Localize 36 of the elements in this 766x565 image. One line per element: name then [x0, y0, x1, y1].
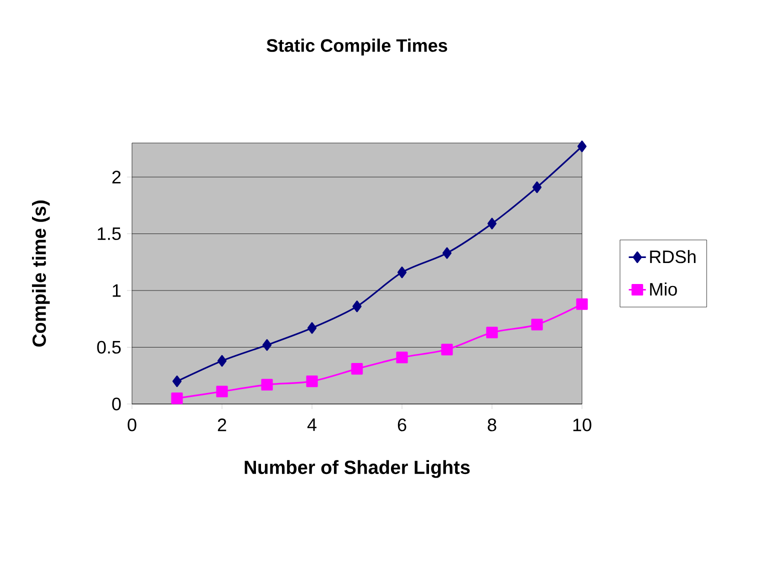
- point: [352, 300, 362, 312]
- point: [262, 339, 272, 351]
- point: [172, 375, 182, 388]
- legend-label: RDSh: [650, 250, 696, 264]
- point: [261, 378, 273, 390]
- point: [217, 355, 227, 367]
- y-tick-label: 2: [112, 170, 121, 184]
- point: [171, 392, 183, 404]
- point: [306, 375, 318, 388]
- point: [486, 326, 498, 338]
- x-tick-label: 4: [307, 418, 316, 431]
- x-tick-label: 2: [218, 418, 226, 432]
- y-tick-label: 0.5: [97, 340, 121, 354]
- legend-label: Mio: [650, 282, 677, 296]
- point: [216, 386, 228, 398]
- y-axis-title: Compile time (s): [32, 200, 50, 347]
- point: [487, 218, 497, 230]
- point: [307, 322, 317, 334]
- point: [397, 266, 407, 278]
- y-tick-label: 0: [112, 398, 121, 410]
- x-tick-label: 10: [573, 418, 592, 432]
- point: [442, 247, 452, 259]
- x-axis-title: Number of Shader Lights: [244, 460, 470, 478]
- chart-title: Static Compile Times: [266, 38, 448, 56]
- point: [576, 298, 588, 310]
- y-tick-label: 1.5: [98, 227, 121, 240]
- point: [441, 344, 453, 356]
- y-tick-label: 1: [112, 284, 121, 297]
- x-tick-label: 0: [128, 418, 136, 432]
- x-tick-label: 8: [488, 418, 496, 432]
- point: [396, 352, 408, 364]
- point: [531, 318, 543, 330]
- x-tick-label: 6: [398, 418, 406, 432]
- point: [351, 363, 363, 375]
- point: [577, 140, 587, 152]
- point: [532, 181, 542, 194]
